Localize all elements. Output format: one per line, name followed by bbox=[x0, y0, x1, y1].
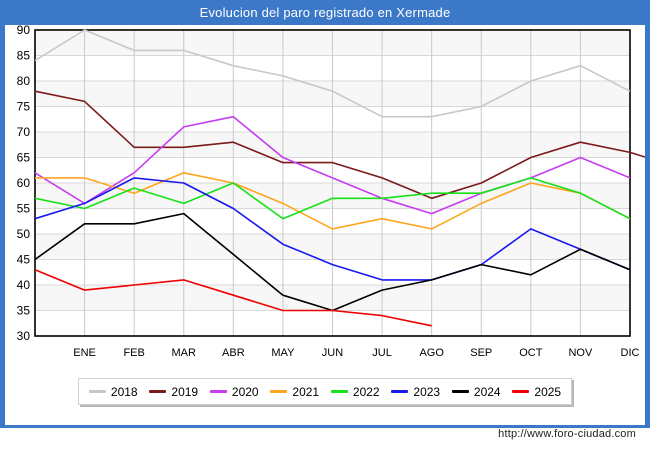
x-axis-tick-label: DIC bbox=[621, 347, 640, 359]
legend-item-2023[interactable]: 2023 bbox=[391, 385, 440, 399]
source-url: http://www.foro-ciudad.com bbox=[498, 428, 636, 440]
x-axis-tick-label: NOV bbox=[568, 347, 593, 359]
x-axis-tick-label: MAY bbox=[271, 347, 295, 359]
legend-label: 2022 bbox=[352, 384, 380, 399]
y-axis-tick-label: 45 bbox=[17, 253, 31, 267]
y-axis-tick-label: 60 bbox=[17, 176, 31, 190]
series-line-2025 bbox=[34, 268, 432, 327]
legend-swatch-icon bbox=[88, 390, 106, 393]
y-axis-tick-label: 90 bbox=[17, 25, 31, 37]
x-axis-tick-label: SEP bbox=[470, 347, 492, 359]
y-axis-tick-label: 30 bbox=[17, 329, 31, 343]
legend-label: 2018 bbox=[110, 384, 138, 399]
legend-item-2025[interactable]: 2025 bbox=[512, 385, 561, 399]
series-line-2022 bbox=[34, 177, 631, 220]
y-axis-tick-label: 50 bbox=[17, 227, 31, 241]
x-axis-tick-label: AGO bbox=[419, 347, 444, 359]
x-axis-tick-label: MAR bbox=[172, 347, 197, 359]
series-line-2023 bbox=[34, 177, 631, 281]
legend-item-2022[interactable]: 2022 bbox=[330, 384, 380, 399]
legend-swatch-icon bbox=[391, 390, 409, 393]
legend-item-2018[interactable]: 2018 bbox=[88, 384, 138, 399]
legend-swatch-icon bbox=[209, 390, 227, 393]
series-line-2019 bbox=[34, 90, 645, 200]
y-axis-tick-label: 65 bbox=[17, 151, 31, 165]
bottom-border-rail bbox=[0, 425, 650, 428]
x-axis-tick-label: ABR bbox=[222, 347, 245, 359]
legend-swatch-icon bbox=[512, 390, 530, 393]
legend-item-2021[interactable]: 2021 bbox=[270, 385, 319, 399]
legend-label: 2025 bbox=[534, 384, 562, 399]
chart-legend: 2018 2019 2020 2021 2022 2023 2024 2025 bbox=[78, 378, 572, 405]
legend-swatch-icon bbox=[149, 390, 167, 393]
legend-label: 2024 bbox=[473, 384, 501, 399]
legend-item-2024[interactable]: 2024 bbox=[451, 384, 501, 399]
legend-item-2020[interactable]: 2020 bbox=[209, 384, 259, 399]
legend-label: 2023 bbox=[413, 384, 441, 399]
x-axis-tick-label: JUL bbox=[372, 347, 392, 359]
legend-swatch-icon bbox=[270, 390, 288, 393]
series-line-2018 bbox=[34, 29, 631, 118]
y-axis-tick-label: 85 bbox=[17, 49, 31, 63]
legend-swatch-icon bbox=[451, 390, 469, 393]
legend-swatch-icon bbox=[330, 390, 348, 393]
window-title: Evolucion del paro registrado en Xermade bbox=[0, 0, 650, 25]
plot-frame bbox=[34, 29, 631, 337]
left-border-rail bbox=[0, 25, 5, 425]
legend-item-2019[interactable]: 2019 bbox=[149, 385, 198, 399]
line-chart-svg: 30 35 40 45 50 55 60 65 70 75 80 85 90 ENE FEB MAR ABR MA… bbox=[17, 25, 645, 359]
legend-label: 2019 bbox=[171, 384, 199, 399]
y-axis-tick-label: 75 bbox=[17, 100, 31, 114]
right-border-rail bbox=[645, 25, 650, 425]
y-axis-tick-label: 35 bbox=[17, 304, 31, 318]
x-axis-tick-label: JUN bbox=[322, 347, 343, 359]
chart-plot-area: 30 35 40 45 50 55 60 65 70 75 80 85 90 ENE FEB MAR ABR MA… bbox=[5, 25, 645, 370]
x-axis-tick-label: ENE bbox=[73, 347, 96, 359]
legend-label: 2021 bbox=[292, 384, 320, 399]
x-axis-tick-label: OCT bbox=[519, 347, 543, 359]
y-axis-tick-label: 55 bbox=[17, 202, 31, 216]
y-axis-tick-label: 40 bbox=[17, 278, 31, 292]
legend-label: 2020 bbox=[231, 384, 259, 399]
y-axis-tick-label: 70 bbox=[17, 125, 31, 139]
y-axis-tick-label: 80 bbox=[17, 74, 31, 88]
series-line-2021 bbox=[35, 172, 631, 230]
x-axis-tick-label: FEB bbox=[123, 347, 144, 359]
